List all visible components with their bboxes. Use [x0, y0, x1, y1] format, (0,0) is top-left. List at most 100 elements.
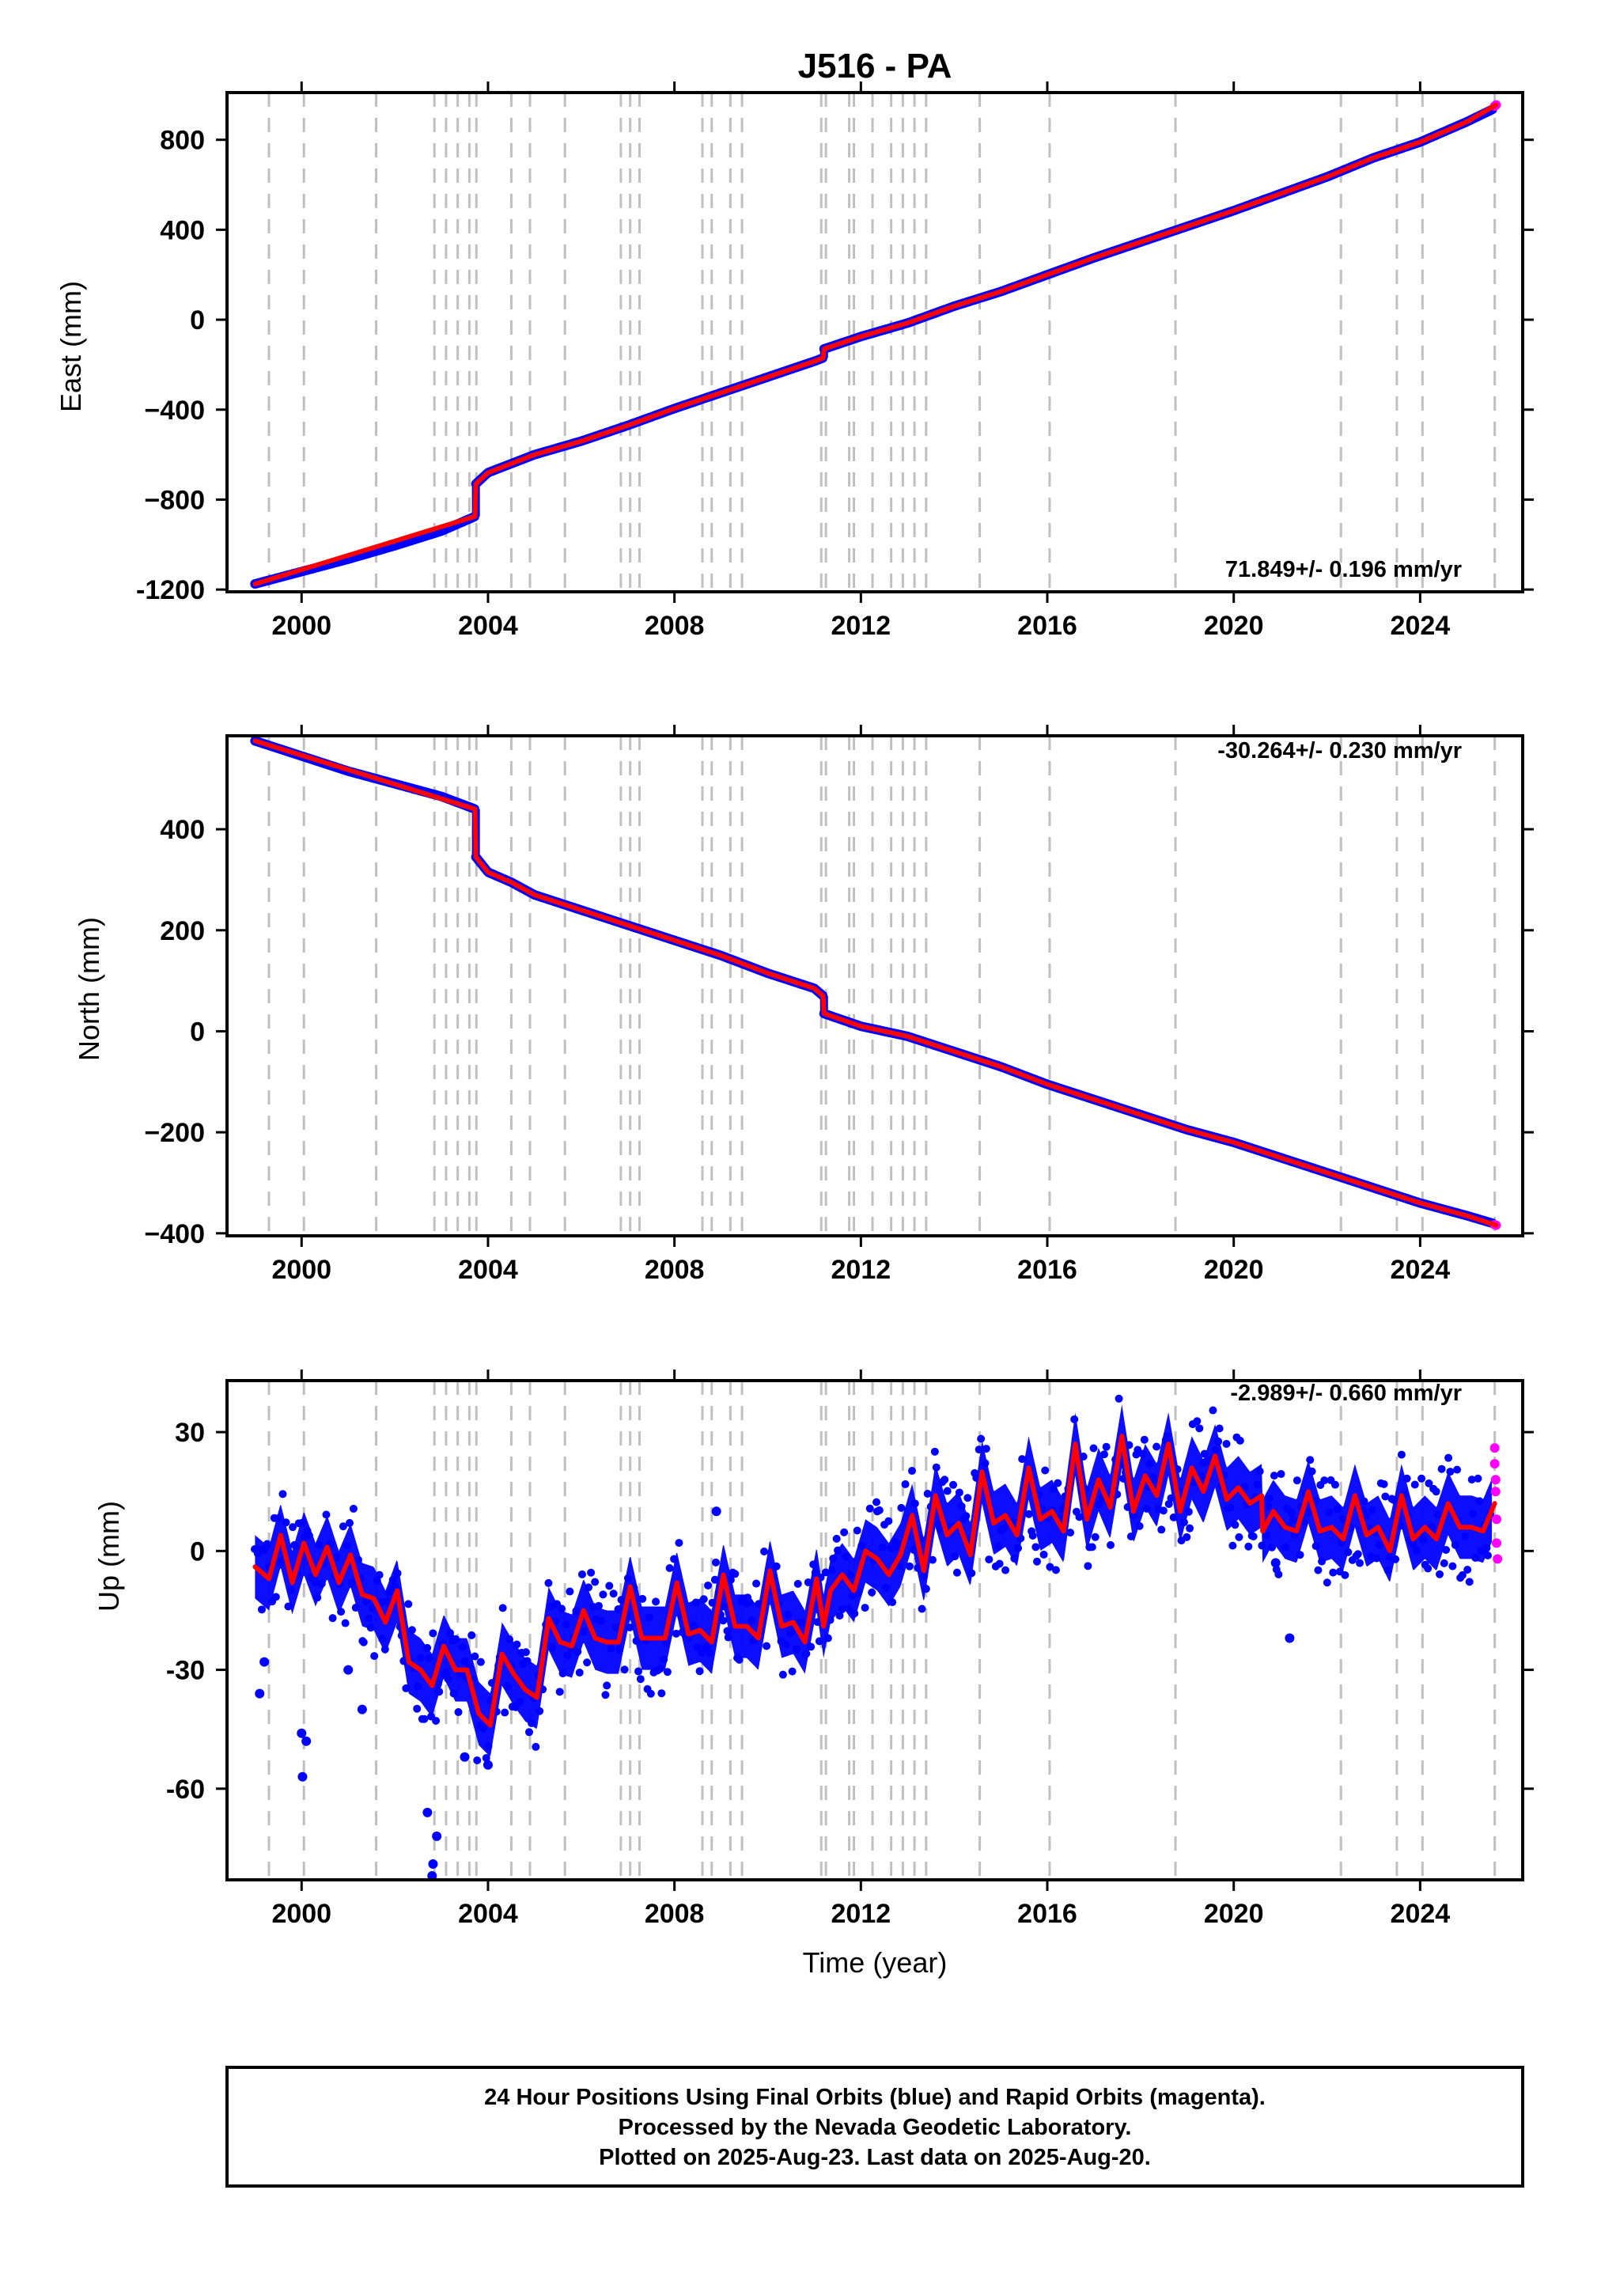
- up-point: [888, 1598, 897, 1607]
- up-point: [861, 1604, 869, 1612]
- y-tick-label: 800: [160, 126, 205, 156]
- up-point: [691, 1598, 700, 1607]
- up-point: [1049, 1484, 1058, 1493]
- up-point: [577, 1570, 586, 1578]
- up-point: [1474, 1474, 1482, 1483]
- up-point: [452, 1635, 460, 1643]
- up-point: [842, 1552, 850, 1561]
- up-point: [337, 1608, 346, 1616]
- up-point: [445, 1628, 454, 1637]
- up-point: [1262, 1531, 1271, 1540]
- up-point: [897, 1503, 906, 1512]
- up-point: [972, 1474, 981, 1483]
- x-tick-label: 2004: [458, 1255, 518, 1285]
- up-point: [760, 1547, 769, 1555]
- up-point: [929, 1555, 937, 1564]
- up-point: [368, 1604, 377, 1612]
- up-point: [563, 1651, 572, 1660]
- up-point: [882, 1583, 891, 1592]
- up-point: [263, 1540, 271, 1548]
- up-point: [838, 1605, 846, 1614]
- north-ticks: 2000 2004 2008 2012 2016 2020 2024 −400 −200 0 200…: [144, 725, 1534, 1285]
- up-point: [923, 1489, 932, 1498]
- up-point: [311, 1578, 320, 1586]
- up-point: [1329, 1568, 1338, 1577]
- up-point: [370, 1652, 379, 1661]
- x-tick-label: 2000: [271, 611, 331, 641]
- up-point: [708, 1598, 717, 1607]
- up-point: [284, 1602, 293, 1611]
- model-line: [252, 1434, 1497, 1728]
- up-point: [402, 1684, 411, 1692]
- up-point: [955, 1488, 963, 1497]
- up-point: [1471, 1554, 1480, 1563]
- up-point: [963, 1494, 972, 1502]
- up-point: [1436, 1570, 1444, 1578]
- caption-box: [225, 2066, 1524, 2188]
- up-point: [977, 1434, 986, 1443]
- up-point: [523, 1657, 532, 1665]
- north-model-line: [252, 738, 1499, 1228]
- up-point: [1228, 1541, 1237, 1550]
- up-point: [910, 1546, 918, 1555]
- up-point: [834, 1546, 842, 1555]
- up-point: [1129, 1511, 1137, 1520]
- up-point: [1274, 1570, 1283, 1578]
- up-point: [345, 1518, 354, 1527]
- up-panel: 2000 2004 2008 2012 2016 2020 2024 -60 -30 0 30 Up…: [93, 1370, 1534, 1929]
- up-point: [558, 1669, 567, 1678]
- model-line: [252, 102, 1499, 587]
- up-point: [1465, 1578, 1474, 1586]
- up-point: [638, 1594, 647, 1603]
- up-point: [930, 1447, 939, 1456]
- up-point: [821, 1568, 830, 1577]
- up-point: [914, 1563, 922, 1572]
- up-point: [1424, 1564, 1433, 1573]
- up-point: [1125, 1441, 1134, 1449]
- up-point: [699, 1595, 708, 1604]
- up-point: [1001, 1566, 1010, 1574]
- up-point: [1409, 1540, 1417, 1548]
- up-point: [471, 1652, 479, 1661]
- up-point: [479, 1724, 488, 1733]
- up-point: [317, 1579, 326, 1588]
- up-point: [547, 1602, 555, 1611]
- up-point: [951, 1552, 959, 1561]
- up-point: [460, 1657, 469, 1665]
- up-point: [313, 1593, 322, 1602]
- up-point: [359, 1638, 368, 1646]
- up-point: [910, 1499, 919, 1508]
- up-point: [813, 1618, 822, 1627]
- outliers-point: [483, 1760, 493, 1770]
- up-point: [846, 1570, 855, 1579]
- up-point: [1107, 1540, 1115, 1549]
- up-point: [339, 1522, 347, 1531]
- up-point: [1325, 1508, 1334, 1517]
- y-tick-label: −200: [144, 1118, 205, 1148]
- up-point: [1402, 1474, 1411, 1483]
- up-point: [1236, 1436, 1244, 1445]
- up-point: [414, 1682, 422, 1691]
- up-point: [962, 1512, 971, 1521]
- up-point: [1094, 1500, 1103, 1509]
- up-point: [476, 1658, 485, 1666]
- up-point: [1231, 1521, 1240, 1529]
- up-point: [404, 1600, 413, 1608]
- up-point: [1265, 1494, 1274, 1502]
- up-point: [407, 1626, 416, 1635]
- x-tick-label: 2008: [645, 1899, 705, 1929]
- up-point: [1453, 1465, 1462, 1474]
- up-point: [1184, 1507, 1193, 1516]
- up-point: [1123, 1502, 1132, 1511]
- up-point: [1051, 1566, 1060, 1574]
- up-point: [1396, 1521, 1405, 1530]
- up-point: [1140, 1435, 1149, 1444]
- up-point: [702, 1642, 710, 1651]
- up-point: [995, 1559, 1004, 1568]
- rapid-orbits-point: [1492, 1514, 1502, 1525]
- up-point: [1428, 1523, 1436, 1532]
- up-point: [528, 1719, 536, 1728]
- north-final-orbit-points: [250, 736, 1501, 1230]
- up-point: [521, 1648, 530, 1657]
- up-point: [719, 1616, 728, 1625]
